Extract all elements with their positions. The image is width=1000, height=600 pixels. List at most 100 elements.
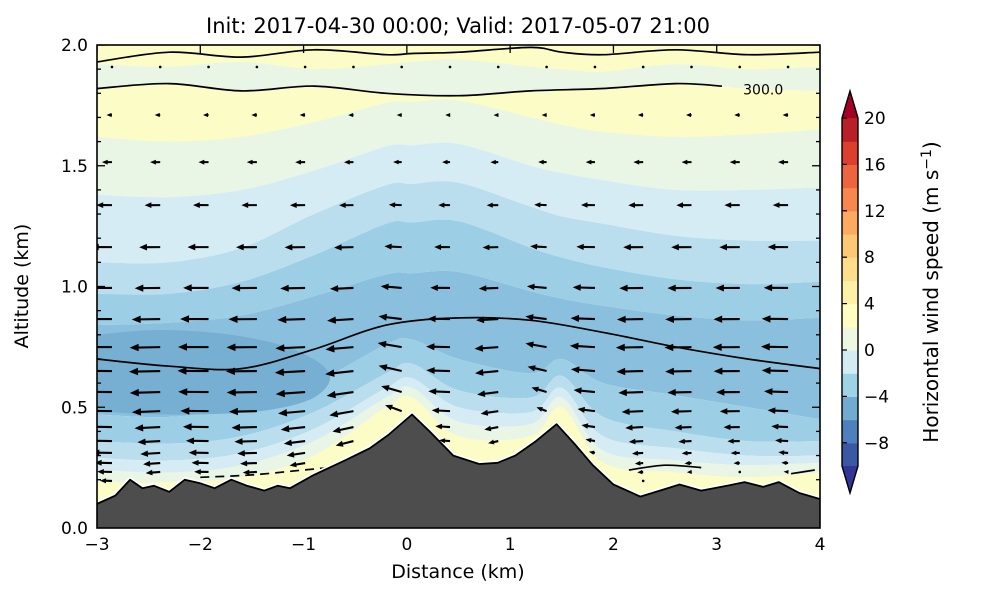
quiver-head: [240, 460, 248, 467]
quiver-dot: [786, 65, 790, 69]
quiver-head: [616, 367, 626, 376]
quiver-head: [129, 388, 139, 397]
quiver-head: [442, 159, 448, 165]
quiver-head: [393, 159, 399, 165]
quiver-head: [438, 202, 445, 208]
quiver-shaft: [434, 390, 451, 394]
y-tick-label: 0.5: [61, 398, 88, 418]
contour-line-300: [97, 82, 722, 97]
colorbar-band: [842, 373, 858, 397]
quiver-head: [664, 343, 674, 352]
contour-band: [97, 386, 820, 483]
quiver-head: [576, 243, 584, 250]
quiver-head: [246, 159, 253, 165]
quiver-head: [143, 460, 151, 467]
quiver-shaft: [389, 245, 402, 249]
colorbar-band: [842, 419, 858, 444]
quiver-head: [619, 284, 628, 292]
quiver-shaft: [284, 318, 306, 321]
quiver-head: [427, 315, 436, 323]
quiver-head: [778, 159, 784, 165]
quiver-head: [581, 423, 589, 429]
quiver-head: [667, 388, 676, 396]
quiver-head: [723, 424, 731, 431]
quiver-shaft: [287, 426, 306, 430]
quiver-dot: [255, 65, 259, 69]
colorbar-tick-label: 20: [864, 109, 886, 129]
quiver-head: [187, 243, 196, 251]
quiver-dot: [448, 65, 452, 69]
quiver-head: [727, 438, 734, 444]
x-tick-labels: −3 −2 −1 0 1 2 3 4: [84, 535, 825, 555]
quiver-dot: [158, 65, 162, 69]
colorbar-tick-label: 16: [864, 155, 886, 175]
quiver-head: [83, 315, 92, 323]
quiver-head: [289, 461, 297, 468]
colorbar-band: [842, 210, 858, 235]
quiver-head: [767, 407, 776, 414]
quiver-shaft: [334, 318, 354, 322]
quiver-head: [326, 390, 336, 399]
quiver-shaft: [776, 425, 789, 429]
quiver-head: [198, 159, 205, 165]
quiver-head: [430, 284, 438, 291]
quiver-head: [380, 283, 389, 291]
quiver-head: [570, 366, 580, 374]
colorbar-tick-label: −4: [864, 387, 889, 407]
quiver-head: [295, 159, 301, 165]
quiver-head: [381, 385, 390, 392]
quiver-head: [428, 388, 437, 395]
quiver-head: [581, 202, 588, 208]
wind-quiver: [83, 65, 790, 484]
colorbar: 20 16 12 8 4 0 −4 −8: [841, 88, 889, 496]
theta-contour-label: 300.0: [743, 83, 783, 99]
quiver-head: [275, 344, 285, 352]
quiver-head: [488, 439, 495, 445]
quiver-head: [137, 438, 146, 446]
quiver-head: [185, 437, 194, 445]
colorbar-tick-label: 12: [864, 202, 886, 222]
quiver-head: [478, 285, 487, 292]
quiver-head: [530, 243, 538, 250]
quiver-head: [526, 283, 535, 290]
quiver-head: [775, 438, 782, 444]
quiver-shaft: [773, 409, 789, 413]
quiver-head: [760, 343, 770, 351]
quiver-head: [431, 407, 440, 414]
quiver-head: [729, 159, 736, 165]
quiver-head: [764, 388, 773, 396]
contour-band: [97, 181, 820, 295]
quiver-shaft: [282, 369, 306, 374]
quiver-dot: [352, 65, 355, 69]
quiver-shaft: [576, 345, 595, 349]
quiver-head: [719, 408, 728, 415]
quiver-head: [154, 112, 160, 118]
quiver-head: [289, 202, 297, 208]
axes-frame: [96, 44, 821, 529]
quiver-head: [681, 159, 688, 165]
contour-band: [97, 377, 820, 473]
quiver-head: [632, 450, 639, 456]
quiver-head: [733, 460, 739, 466]
quiver-head: [573, 387, 582, 394]
quiver-head: [621, 408, 630, 415]
quiver-head: [475, 369, 484, 376]
quiver-dot: [738, 65, 742, 69]
quiver-head: [335, 440, 344, 447]
quiver-head: [434, 244, 442, 250]
quiver-head: [772, 202, 780, 208]
x-tick-label: 4: [815, 535, 826, 555]
quiver-shaft: [332, 369, 354, 375]
colorbar-band: [842, 303, 858, 328]
contour-line-top: [97, 46, 820, 63]
quiver-head: [150, 159, 156, 165]
x-tick-label: 2: [608, 535, 619, 555]
quiver-head: [686, 469, 692, 474]
quiver-head: [231, 423, 241, 432]
colorbar-band: [842, 187, 858, 212]
quiver-dot: [110, 65, 114, 69]
quiver-shaft: [630, 426, 644, 429]
quiver-shaft: [384, 343, 402, 349]
quiver-head: [228, 315, 238, 323]
colorbar-band: [842, 442, 858, 467]
